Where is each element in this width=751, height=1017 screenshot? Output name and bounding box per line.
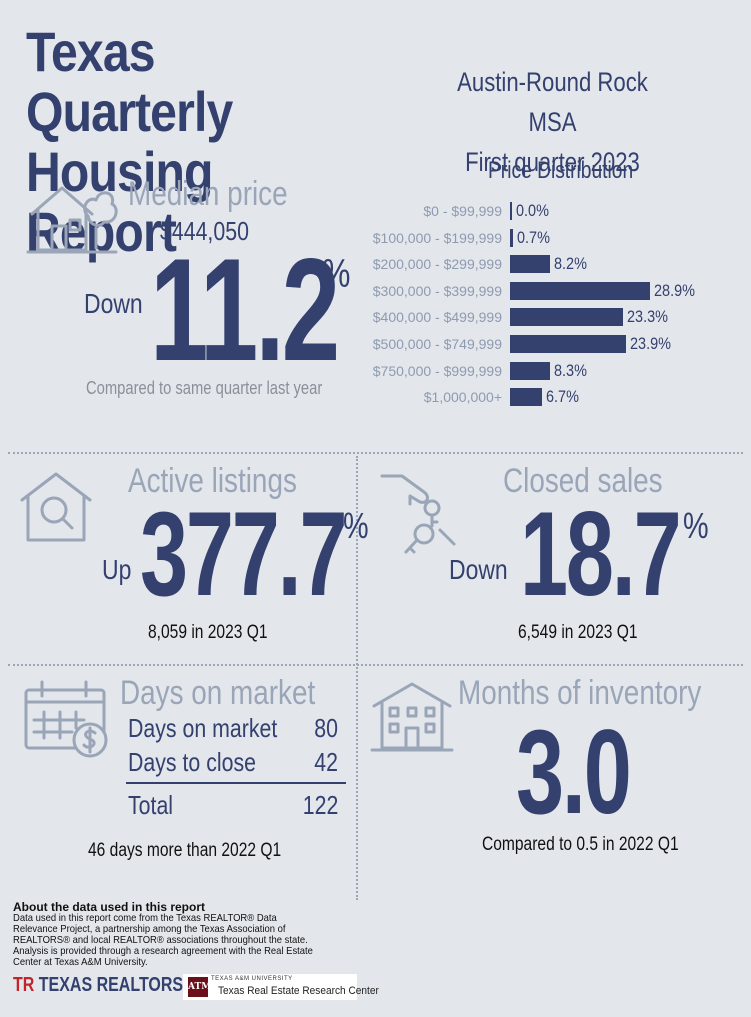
median-percent-sign: % (322, 252, 351, 296)
price-bar (510, 228, 514, 247)
texas-realtors-name: TEXAS REALTORS (38, 974, 184, 996)
months-inventory-value: 3.0 (516, 705, 632, 839)
price-value-label: 23.9% (629, 334, 671, 353)
price-value-label: 23.3% (626, 307, 668, 327)
divider-middle (8, 664, 743, 666)
active-listings-sub: 8,059 in 2023 Q1 (148, 622, 268, 643)
price-value-label: 28.9% (654, 280, 695, 300)
days-on-market-label: Days on market (120, 674, 316, 712)
price-bar (510, 281, 650, 300)
median-price-value: $444,050 (160, 216, 249, 246)
divider-top (8, 452, 743, 454)
price-value-label: 0.0% (516, 201, 549, 220)
price-row: $1,000,000+ 6.7% (300, 386, 720, 408)
days-to-close-row-value: 42 (314, 747, 338, 777)
price-bar (510, 308, 623, 327)
tamu-university-label: TEXAS A&M UNIVERSITY (211, 976, 293, 982)
price-category-label: $400,000 - $499,999 (372, 309, 502, 326)
price-category-label: $100,000 - $199,999 (372, 229, 502, 246)
texas-realtors-logo: TR TEXAS REALTORS (13, 974, 183, 997)
months-inventory-sub: Compared to 0.5 in 2022 Q1 (482, 834, 679, 855)
tamu-center-name: Texas Real Estate Research Center (217, 985, 379, 997)
price-value-label: 0.7% (517, 227, 551, 247)
price-row: $100,000 - $199,999 0.7% (300, 227, 720, 249)
price-bar (510, 202, 512, 220)
price-bar (510, 388, 543, 407)
tamu-logo (183, 974, 357, 1000)
price-value-label: 6.7% (546, 387, 580, 407)
price-bar (510, 335, 626, 353)
region-header: Austin-Round Rock MSA First quarter 2023 (444, 62, 661, 182)
days-to-close-row-label: Days to close (128, 747, 256, 777)
total-rule (126, 782, 346, 784)
median-compare-text: Compared to same quarter last year (86, 378, 323, 398)
price-row: $400,000 - $499,999 23.3% (300, 306, 720, 328)
about-title: About the data used in this report (13, 900, 206, 914)
closed-sales-label: Closed sales (503, 462, 663, 500)
days-total-label: Total (128, 790, 174, 820)
closed-sales-direction: Down (449, 554, 508, 585)
median-price-change: 11.2 (150, 228, 340, 391)
price-bar (510, 255, 550, 274)
active-listings-percent-sign: % (343, 505, 369, 546)
price-category-label: $200,000 - $299,999 (372, 256, 502, 273)
price-value-label: 8.2% (553, 254, 587, 274)
closed-sales-percent-sign: % (683, 505, 709, 546)
texas-realtors-mark: TR (13, 974, 35, 996)
price-category-label: $750,000 - $999,999 (372, 362, 502, 379)
house-search-icon (20, 472, 92, 542)
report-period: First quarter 2023 (465, 147, 640, 177)
price-row: $200,000 - $299,999 8.2% (300, 253, 720, 275)
tamu-mark: ATM (188, 977, 211, 997)
active-listings-change: 377.7 (140, 487, 348, 621)
median-price-label: Median price (128, 175, 288, 213)
house-tree-icon (26, 186, 118, 254)
apartment-building-icon (370, 682, 454, 752)
closed-sales-sub: 6,549 in 2023 Q1 (518, 622, 638, 643)
price-distribution-title: Price Distribution (488, 157, 634, 184)
active-listings-direction: Up (102, 554, 132, 585)
price-category-label: $300,000 - $399,999 (372, 282, 502, 299)
days-total-value: 122 (302, 790, 338, 820)
price-row: $750,000 - $999,999 8.3% (300, 360, 720, 382)
days-on-market-row-label: Days on market (128, 713, 278, 743)
hand-keys-icon (380, 474, 456, 554)
price-value-label: 8.3% (554, 360, 588, 380)
price-category-label: $500,000 - $749,999 (372, 336, 502, 352)
calendar-dollar-icon (24, 680, 108, 758)
price-bar (510, 361, 551, 380)
active-listings-label: Active listings (128, 462, 297, 500)
months-inventory-label: Months of inventory (458, 674, 702, 712)
price-row: $500,000 - $749,999 23.9% (300, 333, 720, 355)
days-on-market-sub: 46 days more than 2022 Q1 (88, 840, 282, 861)
price-distribution-chart: $0 - $99,999 0.0% $100,000 - $199,999 0.7% $… (300, 200, 720, 416)
days-on-market-row-value: 80 (314, 713, 338, 743)
price-row: $300,000 - $399,999 28.9% (300, 280, 720, 302)
price-category-label: $0 - $99,999 (423, 203, 502, 219)
title-line-1: Texas Quarterly (26, 20, 233, 143)
median-price-direction: Down (84, 288, 143, 319)
region-name: Austin-Round Rock MSA (457, 67, 648, 137)
divider-vertical (356, 456, 358, 900)
price-row: $0 - $99,999 0.0% (300, 200, 720, 222)
about-text: Data used in this report come from the T… (13, 912, 313, 968)
closed-sales-change: 18.7 (520, 487, 682, 621)
price-category-label: $1,000,000+ (423, 389, 502, 406)
